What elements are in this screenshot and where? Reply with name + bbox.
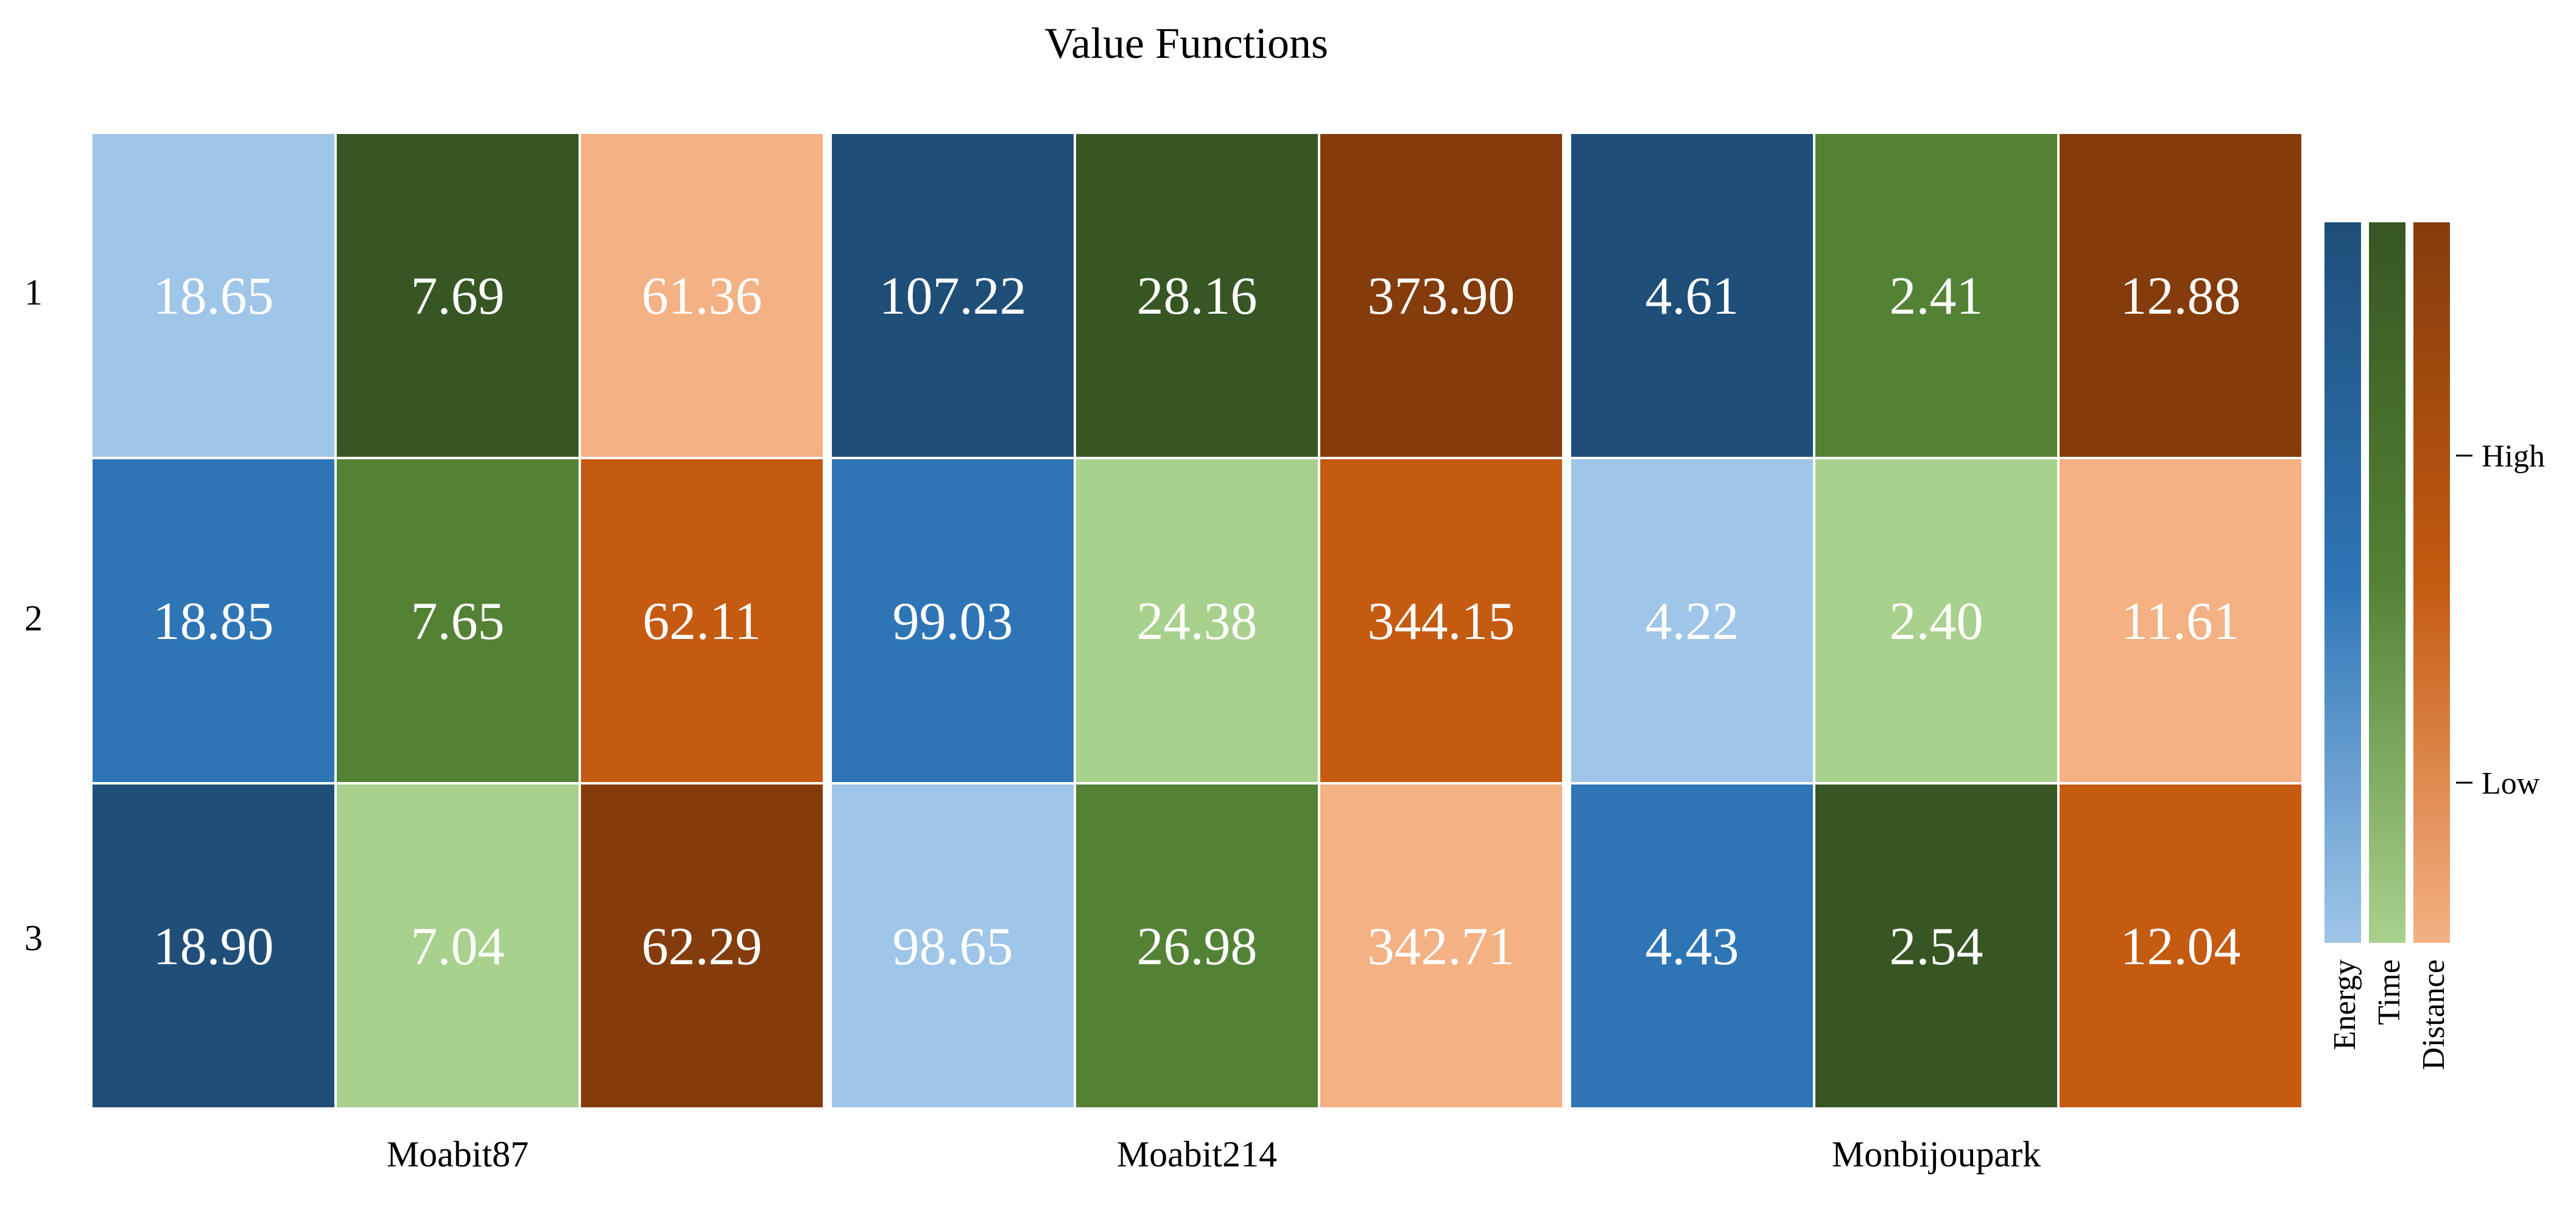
cell-value-label: 7.69: [411, 267, 505, 326]
heatmap-cell: [2060, 459, 2301, 782]
cell-value-label: 2.40: [1890, 592, 1983, 651]
cell-value-label: 7.65: [411, 592, 505, 651]
heatmap-cell: [581, 785, 823, 1107]
heatmap-cell: [2060, 134, 2301, 457]
row-label: 3: [24, 918, 43, 958]
cell-value-label: 7.04: [411, 917, 505, 976]
heatmap-cell: [1571, 459, 1813, 782]
heatmap-cell: [93, 459, 334, 782]
colorbar-tick-high-label: High: [2482, 439, 2545, 474]
cell-value-label: 28.16: [1137, 267, 1258, 326]
heatmap-cell: [581, 134, 823, 457]
cell-value-label: 107.22: [879, 267, 1027, 326]
group-label: Monbijoupark: [1832, 1134, 2041, 1174]
cell-value-label: 2.54: [1890, 917, 1983, 976]
heatmap-cell: [1076, 459, 1318, 782]
cell-value-label: 344.15: [1368, 592, 1515, 651]
cell-value-label: 373.90: [1368, 267, 1515, 326]
heatmap-cell: [337, 459, 579, 782]
row-label: 1: [24, 272, 43, 312]
heatmap-cell: [1815, 785, 2057, 1107]
cell-value-label: 4.22: [1645, 592, 1739, 651]
cell-value-label: 62.11: [642, 592, 761, 651]
cell-value-label: 18.90: [153, 917, 274, 976]
heatmap-cell: [1815, 459, 2057, 782]
colorbar-tick-low-label: Low: [2482, 766, 2540, 801]
cell-value-label: 99.03: [893, 592, 1013, 651]
heatmap-cell: [1076, 134, 1318, 457]
heatmap-cell: [93, 134, 334, 457]
group-labels: Moabit87 Moabit214 Monbijoupark: [387, 1134, 2041, 1174]
heatmap-cell: [1571, 134, 1813, 457]
heatmap-cell: [1320, 134, 1562, 457]
heatmap-cell: [93, 785, 334, 1107]
heatmap-cell: [1320, 459, 1562, 782]
heatmap-cell: [337, 785, 579, 1107]
cell-value-label: 18.65: [153, 267, 274, 326]
cell-value-label: 62.29: [642, 917, 762, 976]
heatmap-cell: [1815, 134, 2057, 457]
cell-value-label: 2.41: [1890, 267, 1983, 326]
colorbar-label: Distance: [2416, 959, 2451, 1070]
heatmap-cells: 18.65 18.85 18.90 7.69 7.65 7.04 61.36 62.11 62.…: [93, 134, 2301, 1107]
cell-value-label: 342.71: [1368, 917, 1515, 976]
heatmap-cell: [1320, 785, 1562, 1107]
cell-value-label: 4.61: [1645, 267, 1739, 326]
colorbar-label: Energy: [2328, 959, 2362, 1050]
heatmap-cell: [581, 459, 823, 782]
row-label: 2: [24, 598, 43, 638]
heatmap-cell: [832, 785, 1074, 1107]
cell-value-label: 98.65: [893, 917, 1013, 976]
heatmap-cell: [832, 134, 1074, 457]
cell-value-label: 61.36: [642, 267, 762, 326]
row-labels: 1 2 3: [24, 272, 43, 958]
heatmap-cell: [832, 459, 1074, 782]
colorbar-distance: [2413, 222, 2450, 943]
cell-value-label: 18.85: [153, 592, 274, 651]
cell-value-label: 12.04: [2120, 917, 2241, 976]
colorbar: Energy Time Distance High Low: [2324, 222, 2545, 1070]
cell-value-label: 26.98: [1137, 917, 1258, 976]
group-label: Moabit87: [387, 1134, 529, 1174]
cell-value-label: 11.61: [2121, 592, 2240, 651]
heatmap-cell: [1571, 785, 1813, 1107]
group-label: Moabit214: [1117, 1134, 1277, 1174]
colorbar-time: [2369, 222, 2405, 943]
cell-value-label: 24.38: [1137, 592, 1258, 651]
chart-title: Value Functions: [1044, 19, 1328, 68]
heatmap-cell: [2060, 785, 2301, 1107]
cell-value-label: 4.43: [1645, 917, 1739, 976]
colorbar-energy: [2324, 222, 2361, 943]
cell-value-label: 12.88: [2120, 267, 2241, 326]
heatmap-cell: [1076, 785, 1318, 1107]
colorbar-label: Time: [2372, 959, 2407, 1025]
heatmap-cell: [337, 134, 579, 457]
